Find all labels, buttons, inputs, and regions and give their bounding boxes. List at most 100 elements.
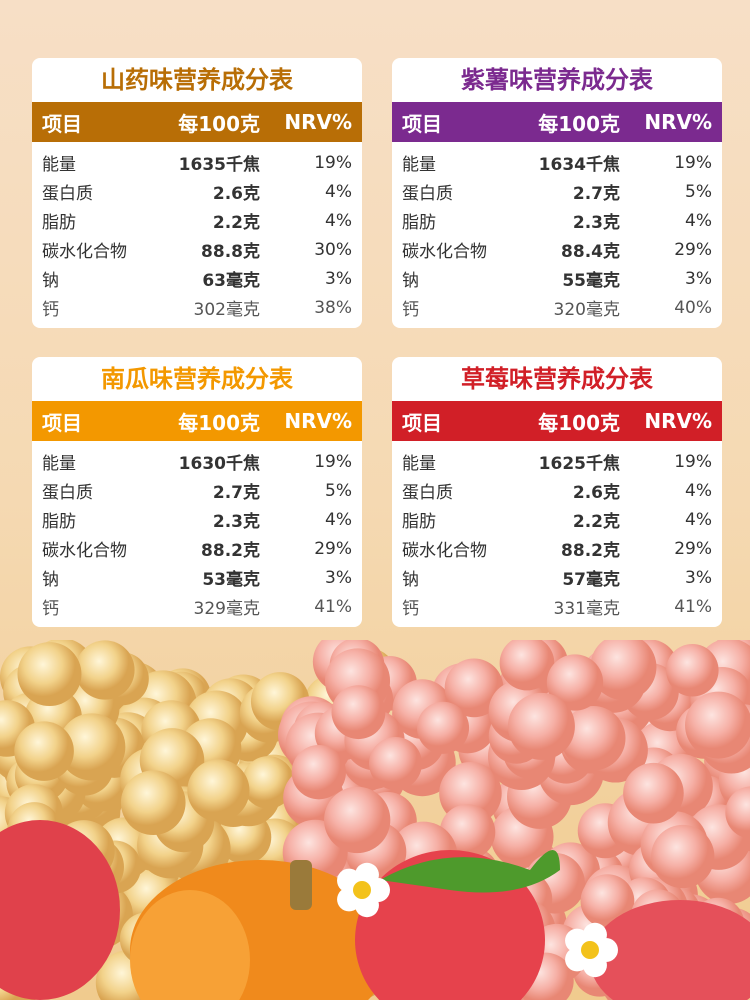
nutrient-nrv: 29% — [314, 538, 352, 559]
strawberry-biscuit — [666, 644, 719, 697]
table-row: 蛋白质 2.7克 5% — [32, 476, 362, 505]
nutrient-amount: 1630千焦 — [178, 454, 260, 474]
nutrient-name: 钠 — [402, 570, 419, 590]
nutrient-amount: 2.6克 — [572, 483, 620, 503]
nutrient-nrv: 19% — [314, 451, 352, 472]
yam-biscuit — [14, 721, 74, 781]
nutrient-nrv: 4% — [325, 509, 352, 530]
card-title: 草莓味营养成分表 — [461, 365, 653, 393]
strawberry-biscuit — [369, 737, 422, 790]
flower-petal — [582, 922, 607, 947]
nutrient-name: 蛋白质 — [402, 483, 453, 503]
nutrient-amount: 302毫克 — [193, 300, 260, 320]
table-row: 钙 302毫克 38% — [32, 293, 362, 322]
nutrient-nrv: 38% — [314, 297, 352, 318]
nutrient-nrv: 3% — [325, 268, 352, 289]
nutrient-amount: 2.7克 — [572, 184, 620, 204]
flower-center — [581, 941, 599, 959]
table-row: 钠 55毫克 3% — [392, 264, 722, 293]
nutrient-nrv: 29% — [674, 239, 712, 260]
header-nrv: NRV% — [644, 409, 712, 433]
nutrient-amount: 1635千焦 — [178, 155, 260, 175]
table-row: 钠 53毫克 3% — [32, 563, 362, 592]
yam-biscuit — [58, 713, 126, 781]
nutrient-amount: 88.2克 — [201, 541, 260, 561]
nutrient-name: 脂肪 — [402, 512, 436, 532]
nutrient-nrv: 19% — [674, 152, 712, 173]
nutrient-name: 能量 — [42, 454, 76, 474]
nutrient-name: 钙 — [42, 599, 59, 619]
table-row: 钙 331毫克 41% — [392, 592, 722, 621]
table-row: 钠 57毫克 3% — [392, 563, 722, 592]
table-row: 脂肪 2.3克 4% — [392, 206, 722, 235]
header-per100g: 每100克 — [538, 410, 620, 435]
nutrient-amount: 2.6克 — [212, 184, 260, 204]
nutrient-nrv: 3% — [685, 567, 712, 588]
nutrient-amount: 2.2克 — [212, 213, 260, 233]
yam-biscuit — [120, 770, 186, 836]
table-row: 碳水化合物 88.4克 29% — [392, 235, 722, 264]
strawberry-biscuit — [590, 640, 657, 701]
nutrient-amount: 1634千焦 — [538, 155, 620, 175]
nutrient-nrv: 4% — [325, 210, 352, 231]
table-row: 蛋白质 2.6克 4% — [32, 177, 362, 206]
header-item: 项目 — [42, 111, 82, 136]
nutrient-name: 钙 — [42, 300, 59, 320]
nutrient-name: 钠 — [42, 570, 59, 590]
nutrient-amount: 320毫克 — [553, 300, 620, 320]
nutrient-amount: 88.4克 — [561, 242, 620, 262]
table-row: 钠 63毫克 3% — [32, 264, 362, 293]
header-item: 项目 — [402, 111, 442, 136]
table-row: 蛋白质 2.7克 5% — [392, 177, 722, 206]
strawberry-biscuit — [580, 874, 635, 928]
nutrient-nrv: 30% — [314, 239, 352, 260]
nutrient-amount: 2.7克 — [212, 483, 260, 503]
header-nrv: NRV% — [284, 110, 352, 134]
nutrient-amount: 329毫克 — [193, 599, 260, 619]
header-per100g: 每100克 — [538, 111, 620, 136]
nutrient-nrv: 40% — [674, 297, 712, 318]
nutrient-amount: 55毫克 — [562, 271, 620, 291]
nutrient-nrv: 29% — [674, 538, 712, 559]
flower-petal — [354, 862, 379, 887]
header-nrv: NRV% — [644, 110, 712, 134]
nutrient-nrv: 41% — [314, 596, 352, 617]
nutrient-nrv: 19% — [674, 451, 712, 472]
table-row: 碳水化合物 88.8克 30% — [32, 235, 362, 264]
table-row: 能量 1635千焦 19% — [32, 148, 362, 177]
header-item: 项目 — [402, 410, 442, 435]
strawberry-biscuit — [561, 706, 626, 771]
nutrient-amount: 331毫克 — [553, 599, 620, 619]
table-row: 脂肪 2.2克 4% — [32, 206, 362, 235]
strawberry-biscuit — [651, 824, 715, 889]
nutrition-card-strawberry: 草莓味营养成分表 项目 每100克 NRV% 能量 1625千焦 19% 蛋白质… — [392, 357, 722, 627]
nutrient-name: 钙 — [402, 599, 419, 619]
nutrition-card-yam: 山药味营养成分表 项目 每100克 NRV% 能量 1635千焦 19% 蛋白质… — [32, 58, 362, 328]
nutrient-name: 蛋白质 — [42, 184, 93, 204]
nutrient-amount: 88.2克 — [561, 541, 620, 561]
strawberry-biscuit — [685, 691, 750, 759]
nutrient-nrv: 4% — [685, 210, 712, 231]
nutrient-nrv: 3% — [685, 268, 712, 289]
table-row: 能量 1634千焦 19% — [392, 148, 722, 177]
pumpkin-stem — [290, 860, 312, 910]
table-row: 碳水化合物 88.2克 29% — [392, 534, 722, 563]
header-per100g: 每100克 — [178, 410, 260, 435]
header-nrv: NRV% — [284, 409, 352, 433]
table-header: 项目 每100克 NRV% — [32, 102, 362, 142]
nutrient-amount: 57毫克 — [562, 570, 620, 590]
nutrient-name: 脂肪 — [42, 213, 76, 233]
table-row: 脂肪 2.3克 4% — [32, 505, 362, 534]
nutrient-nrv: 4% — [685, 509, 712, 530]
yam-biscuit — [17, 642, 82, 707]
nutrient-name: 脂肪 — [42, 512, 76, 532]
table-row: 钙 329毫克 41% — [32, 592, 362, 621]
header-item: 项目 — [42, 410, 82, 435]
table-row: 碳水化合物 88.2克 29% — [32, 534, 362, 563]
nutrient-name: 能量 — [402, 155, 436, 175]
table-header: 项目 每100克 NRV% — [32, 401, 362, 441]
strawberry-biscuit — [546, 654, 604, 711]
nutrient-amount: 88.8克 — [201, 242, 260, 262]
pumpkin-lobe — [130, 890, 250, 1000]
strawberry-biscuit — [416, 701, 470, 754]
